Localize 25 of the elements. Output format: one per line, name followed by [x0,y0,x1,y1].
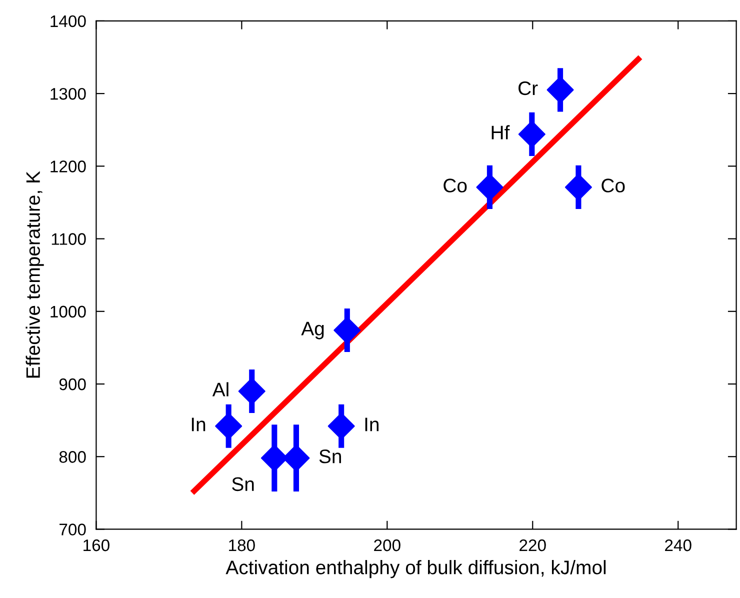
annotation: Sn [232,477,254,492]
y-tick-label: 1100 [52,233,86,245]
annotation: Ag [301,322,324,340]
annotation: Cr [518,81,538,96]
x-tick-label: 240 [665,539,692,552]
y-tick-label: 800 [59,451,86,463]
y-tick-label: 1200 [50,160,86,172]
x-tick-label: 180 [229,539,255,552]
y-axis-title: Effective temperature, K [26,171,44,378]
annotation: Hf [492,125,510,140]
annotation: In [365,418,379,432]
x-tick-label: 200 [374,539,400,552]
x-axis-title: Activation enthalphy of bulk diffusion, kJ/mol [226,560,606,578]
annotation: Co [602,178,625,192]
y-tick-label: 1000 [50,306,86,318]
x-tick-label: 160 [84,539,110,552]
y-tick-label: 1300 [50,88,86,100]
x-tick-label: 220 [520,539,546,552]
annotation: In [192,418,206,432]
annotation: Sn [319,450,341,464]
annotation: Co [444,178,467,192]
annotation: Al [212,382,228,396]
y-tick-label: 900 [59,378,86,390]
y-tick-label: 700 [60,524,86,536]
y-tick-label: 1400 [50,15,86,28]
